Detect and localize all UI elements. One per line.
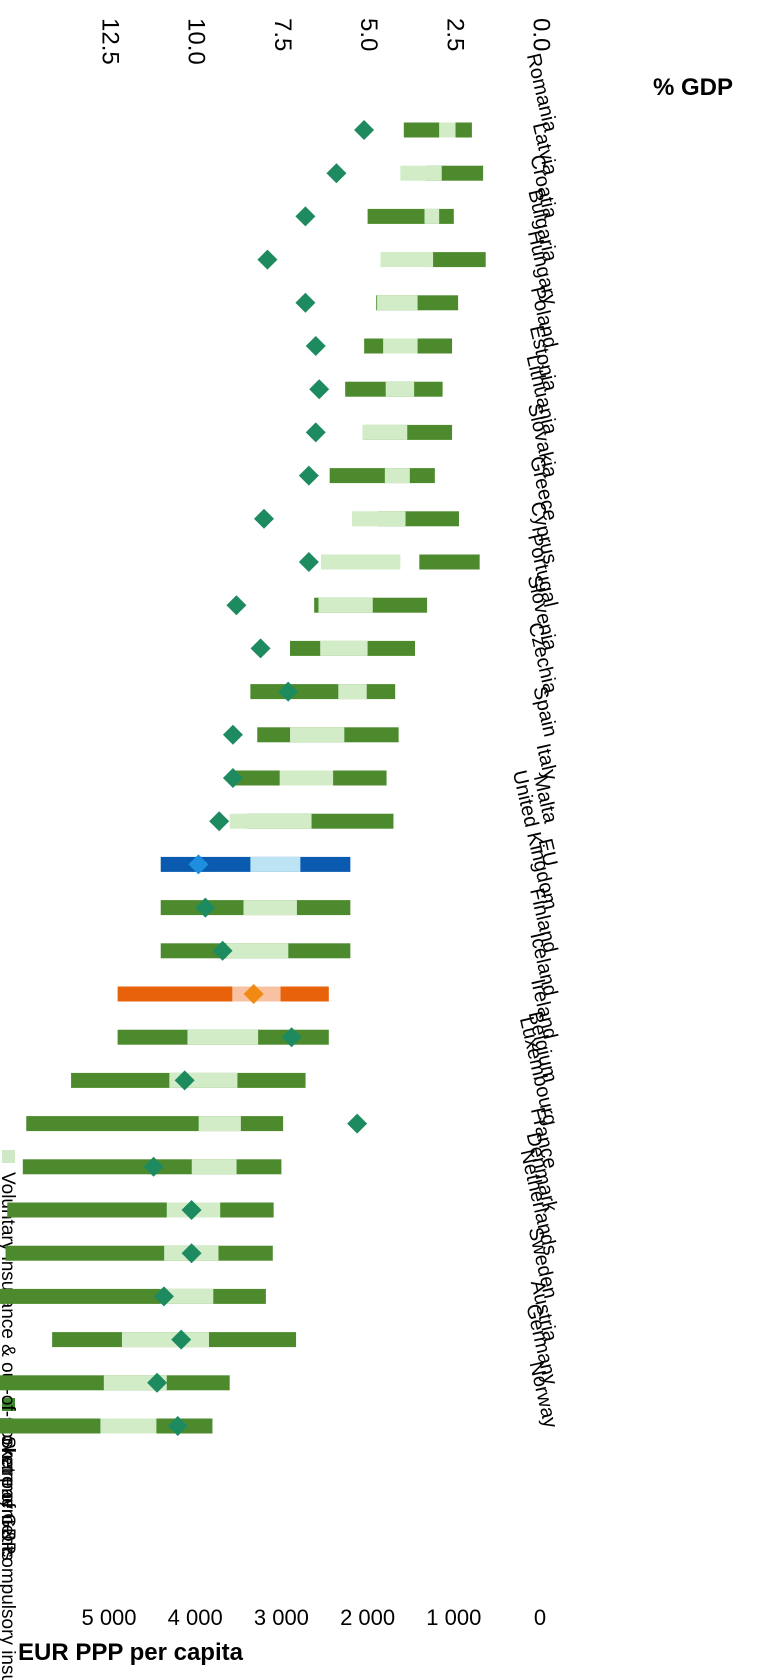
bar-voluntary-romania [439,122,456,138]
bar-voluntary-latvia [400,165,442,181]
bar-government-croatia [367,208,454,224]
gdp-share-marker-iceland [243,984,264,1004]
gdp-share-marker-luxembourg [347,1113,368,1134]
gdp-share-marker-slovakia [298,465,319,486]
bar-voluntary-slovakia [384,468,410,484]
legend-swatch-voluntary [2,1150,15,1163]
gdp-share-marker-italy [222,768,243,788]
bar-voluntary-sweden [160,1288,214,1304]
gdp-share-marker-finland [212,940,233,961]
legend-label-government: Government & compulsory insurance [0,1420,18,1680]
gdp-share-marker-spain [222,724,243,745]
bar-voluntary-portugal [318,597,373,613]
bar-voluntary-bulgaria [380,252,434,268]
legend-label-voluntary: Voluntary insurance & out-of-pocket paym… [0,1172,18,1561]
bar-voluntary-austria [121,1332,209,1348]
bar-voluntary-united-kingdom [243,900,297,916]
gdp-share-marker-denmark [181,1200,202,1220]
category-labels: NorwayGermanyAustriaSwedenNetherlandsDen… [508,51,562,1430]
gdp-share-marker-austria [171,1329,192,1350]
bar-voluntary-slovenia [320,640,368,656]
bar-voluntary-eu [250,856,301,872]
right-axis-title: % GDP [653,74,733,101]
bar-government-netherlands [5,1245,273,1261]
gdp-share-marker-bulgaria [257,249,278,270]
right-axis-tick-label: 5.0 [355,18,382,51]
gdp-share-marker-netherlands [181,1243,202,1264]
right-axis-ticks: 0.0 2.5 5.0 7.5 10.0 12.5 [96,18,554,65]
left-axis-title: EUR PPP per capita [18,1639,244,1666]
bar-voluntary-luxembourg [198,1116,241,1132]
bar-voluntary-italy [279,770,334,786]
gdp-share-marker-sweden [153,1286,174,1307]
gdp-share-marker-ireland [281,1027,302,1048]
bar-government-luxembourg [26,1116,284,1132]
gdp-share-marker-greece [254,508,274,529]
gdp-share-marker-germany [147,1372,168,1393]
bar-voluntary-spain [290,727,345,743]
left-axis-tick-label: 4 000 [168,1605,223,1630]
legend-label-share-of-gdp: Share of GDP [0,1436,18,1554]
bar-voluntary-ireland [187,1029,259,1045]
gdp-share-marker-portugal [226,595,247,616]
left-axis-tick-label: 0 [534,1605,546,1630]
gdp-share-marker-latvia [326,163,347,184]
bar-voluntary-estonia [385,381,415,397]
gdp-share-marker-croatia [295,206,316,227]
gdp-share-marker-norway [167,1416,188,1436]
gdp-share-marker-eu [188,854,209,875]
legend: Government & compulsory insurance Volunt… [0,1150,18,1680]
gdp-share-marker-belgium [174,1070,195,1091]
bar-voluntary-hungary [377,295,418,311]
category-label-romania: Romania [522,51,562,135]
gdp-share-marker-poland [305,336,326,356]
bar-voluntary-greece [352,511,406,527]
gdp-share-marker-estonia [309,379,330,400]
right-axis-tick-label: 10.0 [183,18,210,65]
right-axis-tick-label: 7.5 [269,18,296,51]
bar-voluntary-cyprus [321,554,401,570]
left-axis-ticks: 0 1 000 2 000 3 000 4 000 5 000 [81,1605,546,1630]
bar-voluntary-norway [100,1418,157,1434]
bar-government-denmark [7,1202,274,1218]
bar-government-romania [403,122,472,138]
bar-voluntary-croatia [424,208,440,224]
gdp-share-marker-malta [209,811,230,832]
left-axis-tick-label: 2 000 [340,1605,395,1630]
left-axis-tick-label: 1 000 [426,1605,481,1630]
bar-voluntary-malta [229,813,312,829]
bar-voluntary-poland [383,338,418,354]
gdp-share-marker-slovenia [250,638,271,659]
gdp-share-marker-france [143,1156,164,1177]
gdp-share-marker-romania [354,120,375,140]
right-axis-tick-label: 12.5 [96,18,123,65]
right-axis-tick-label: 0.0 [528,18,555,51]
bar-government-czechia [250,684,396,700]
legend-swatch-government [2,1398,15,1411]
left-axis-tick-label: 5 000 [81,1605,136,1630]
bar-voluntary-lithuania [362,424,408,440]
bar-government-bulgaria [431,252,486,268]
left-axis-tick-label: 3 000 [254,1605,309,1630]
gdp-share-marker-hungary [295,292,316,313]
bar-voluntary-finland [226,943,289,959]
bar-government-slovakia [329,468,435,484]
chart-marks [0,120,486,1436]
gdp-share-marker-cyprus [298,552,319,572]
chart-plot-area: Government & compulsory insurance Volunt… [0,51,562,1680]
bar-government-iceland [117,986,329,1002]
gdp-share-marker-united-kingdom [195,897,216,918]
right-axis-tick-label: 2.5 [441,18,468,51]
gdp-share-marker-lithuania [305,422,326,443]
bar-voluntary-czechia [338,684,367,700]
bar-government-sweden [0,1288,266,1304]
bar-voluntary-france [191,1159,237,1175]
gdp-share-marker-czechia [278,681,299,702]
bar-government-cyprus [419,554,480,570]
